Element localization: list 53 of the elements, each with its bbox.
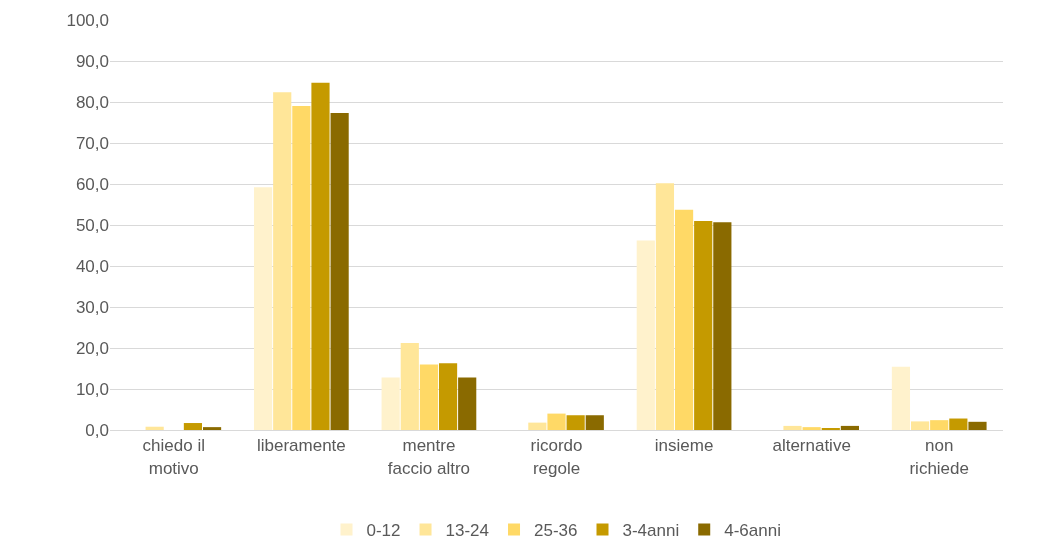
bar (566, 415, 585, 430)
x-tick-label: liberamente (256, 436, 346, 456)
bar (783, 425, 802, 430)
y-tick-label: 100,0 (66, 10, 109, 30)
bar (183, 423, 203, 430)
bar (694, 220, 713, 430)
y-tick-label: 60,0 (75, 174, 109, 194)
y-tick-label: 10,0 (75, 379, 109, 399)
legend-label: 25-36 (534, 521, 578, 541)
bar (419, 364, 439, 430)
bar (636, 240, 655, 430)
x-tick-label: chiedo il motivo (142, 436, 205, 478)
y-tick-label: 90,0 (75, 51, 109, 71)
bar (528, 422, 547, 430)
bar (311, 82, 330, 430)
legend-label: 3-4anni (622, 521, 680, 541)
y-tick-label: 20,0 (75, 338, 109, 358)
bar (273, 92, 292, 430)
bar (458, 377, 477, 430)
x-tick-label: ricordo regole (530, 436, 583, 478)
y-tick-label: 70,0 (75, 133, 109, 153)
x-tick-label: non richiede (909, 436, 969, 478)
bar (254, 187, 273, 430)
bar (910, 421, 930, 430)
legend-label: 13-24 (445, 521, 490, 541)
bar (292, 106, 311, 430)
bar (400, 343, 419, 430)
bar (891, 366, 911, 430)
bar (585, 415, 604, 430)
y-tick-label: 80,0 (75, 92, 109, 112)
bar (840, 425, 859, 430)
bar (713, 222, 732, 430)
bar (145, 426, 164, 430)
bar (930, 420, 949, 430)
bar (381, 377, 400, 430)
x-tick-label: mentre faccio altro (387, 436, 471, 478)
x-tick-label: alternative (772, 436, 851, 456)
y-tick-label: 0,0 (85, 420, 109, 440)
legend-label: 4-6anni (724, 521, 781, 541)
y-tick-label: 30,0 (75, 297, 109, 317)
bar (802, 427, 821, 430)
y-tick-label: 50,0 (75, 215, 109, 235)
bar (202, 427, 222, 430)
bar (674, 209, 694, 430)
x-tick-label: insieme (654, 436, 714, 456)
bar (330, 113, 349, 430)
y-tick-label: 40,0 (75, 256, 109, 276)
bar (438, 363, 458, 430)
bar (968, 421, 987, 430)
bar (949, 418, 968, 430)
bar (655, 183, 675, 430)
legend-label: 0-12 (366, 521, 401, 541)
bar (547, 413, 566, 430)
